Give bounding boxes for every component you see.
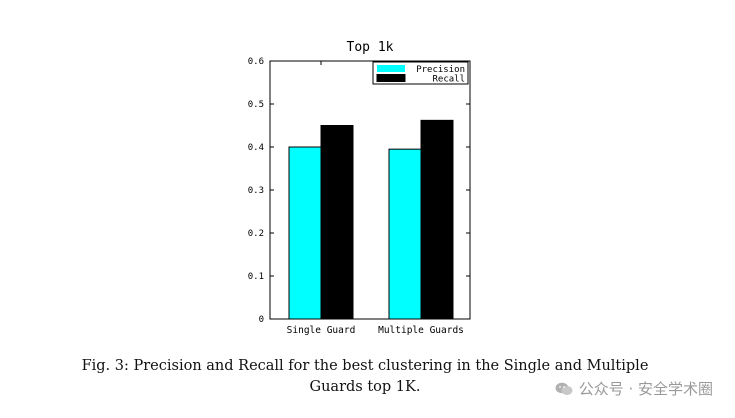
bar-precision-1 <box>388 148 422 320</box>
watermark-text: 公众号 · 安全学术圈 <box>578 380 713 398</box>
bar-chart: Top 1k 0 0.1 0.2 0.3 0.4 0.5 0.6 Single Guard M… <box>248 40 471 336</box>
bar-precision-0 <box>288 146 322 320</box>
x-tick-label: Single Guard <box>287 325 356 336</box>
y-tick-label: 0.2 <box>248 229 264 239</box>
y-tick-label: 0.6 <box>248 57 264 67</box>
caption-line-2: Guards top 1K. <box>309 379 421 395</box>
y-axis: 0 0.1 0.2 0.3 0.4 0.5 0.6 <box>248 57 470 325</box>
legend-label-recall: Recall <box>432 75 465 85</box>
watermark: 公众号 · 安全学术圈 <box>555 378 713 399</box>
y-tick-label: 0.3 <box>248 186 264 196</box>
figure-caption: Fig. 3: Precision and Recall for the bes… <box>40 356 690 398</box>
y-tick-label: 0.5 <box>248 100 264 110</box>
y-tick-label: 0 <box>259 315 264 325</box>
legend-swatch-recall <box>376 74 406 82</box>
legend-label-precision: Precision <box>416 65 465 75</box>
wechat-icon <box>555 382 573 395</box>
caption-line-1: Fig. 3: Precision and Recall for the bes… <box>81 358 649 374</box>
y-tick-label: 0.4 <box>248 143 264 153</box>
y-tick-label: 0.1 <box>248 272 264 282</box>
x-tick-label: Multiple Guards <box>378 325 464 336</box>
legend-swatch-precision <box>377 65 405 72</box>
bar-recall-1 <box>420 119 454 320</box>
bar-recall-0 <box>320 125 354 320</box>
bars <box>288 119 454 320</box>
chart-title: Top 1k <box>347 40 394 55</box>
